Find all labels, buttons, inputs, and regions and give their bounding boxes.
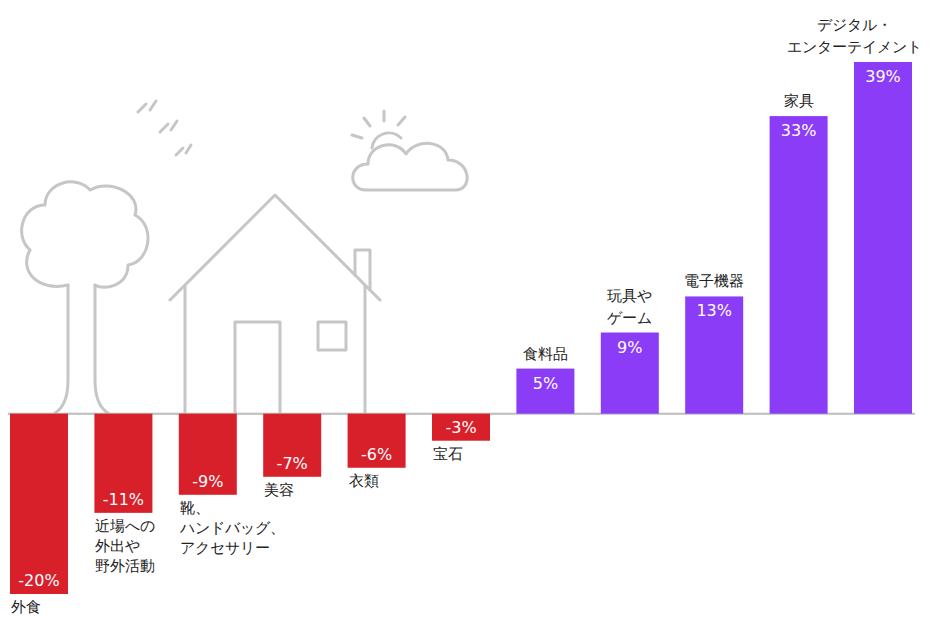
category-label: 玩具やゲーム — [607, 287, 652, 327]
data-label: -9% — [192, 472, 223, 491]
bar — [770, 116, 828, 414]
decoration-stroke — [184, 286, 187, 413]
data-label: -3% — [445, 418, 476, 437]
decoration-stroke — [355, 250, 370, 290]
label-line: 玩具や — [607, 287, 652, 305]
category-label: 衣類 — [349, 472, 379, 490]
category-label: 家具 — [784, 92, 814, 110]
bar — [432, 414, 490, 441]
label-line: エンターテイメント — [787, 38, 922, 56]
data-label: -20% — [18, 571, 59, 590]
category-label: 外食 — [11, 598, 41, 616]
bar — [516, 369, 574, 414]
category-label: 靴、ハンドバッグ、アクセサリー — [179, 499, 285, 557]
decoration-stroke — [235, 322, 280, 413]
decoration-stroke — [176, 145, 191, 155]
label-line: 食料品 — [523, 345, 568, 363]
data-label: 39% — [865, 67, 901, 86]
bars — [10, 62, 912, 594]
label-line: デジタル・ — [817, 16, 892, 34]
category-label: 近場への外出や野外活動 — [95, 517, 155, 575]
bar — [854, 62, 912, 414]
label-line: ゲーム — [607, 309, 652, 327]
data-label: -6% — [361, 445, 392, 464]
bar — [179, 414, 237, 495]
label-line: 外出や — [95, 537, 140, 555]
label-line: 靴、 — [180, 499, 210, 517]
category-label: 電子機器 — [684, 272, 744, 290]
data-label: 33% — [781, 121, 817, 140]
decoration-stroke — [138, 101, 156, 112]
data-label: 9% — [617, 338, 642, 357]
data-label: -7% — [277, 454, 308, 473]
category-label: 宝石 — [433, 445, 463, 463]
label-line: 外食 — [11, 598, 41, 616]
decoration — [22, 101, 468, 413]
data-label: 13% — [696, 301, 732, 320]
bar — [10, 414, 68, 594]
bar — [601, 333, 659, 414]
decoration-stroke — [170, 195, 380, 300]
label-line: 家具 — [784, 92, 814, 110]
bar — [263, 414, 321, 477]
decoration-stroke — [372, 133, 401, 148]
bar — [348, 414, 406, 468]
label-line: 衣類 — [349, 472, 379, 490]
bar — [685, 296, 743, 413]
label-line: アクセサリー — [180, 539, 270, 557]
bar — [94, 414, 152, 513]
decoration-stroke — [353, 143, 467, 190]
decoration-stroke — [22, 182, 148, 287]
label-line: 近場への — [95, 517, 155, 535]
decoration-stroke — [55, 285, 68, 413]
label-line: ハンドバッグ、 — [179, 519, 285, 537]
decoration-stroke — [160, 121, 177, 132]
data-label: -11% — [103, 490, 144, 509]
label-line: 宝石 — [433, 445, 463, 463]
decoration-stroke — [95, 285, 108, 413]
decoration-stroke — [364, 286, 367, 413]
label-line: 電子機器 — [684, 272, 744, 290]
category-label: デジタル・エンターテイメント — [787, 16, 922, 56]
labels: -20% 外食 -11% 近場への外出や野外活動 -9% 靴、ハンドバッグ、アクセサリー -… — [11, 16, 922, 616]
category-label: 美容 — [264, 481, 294, 499]
decoration-stroke — [318, 322, 346, 350]
label-line: 野外活動 — [95, 557, 155, 575]
label-line: 美容 — [264, 481, 294, 499]
decoration-stroke — [352, 111, 405, 138]
category-label: 食料品 — [523, 345, 568, 363]
data-label: 5% — [533, 374, 558, 393]
chart: -20% 外食 -11% 近場への外出や野外活動 -9% 靴、ハンドバッグ、アクセサリー -… — [0, 0, 930, 620]
